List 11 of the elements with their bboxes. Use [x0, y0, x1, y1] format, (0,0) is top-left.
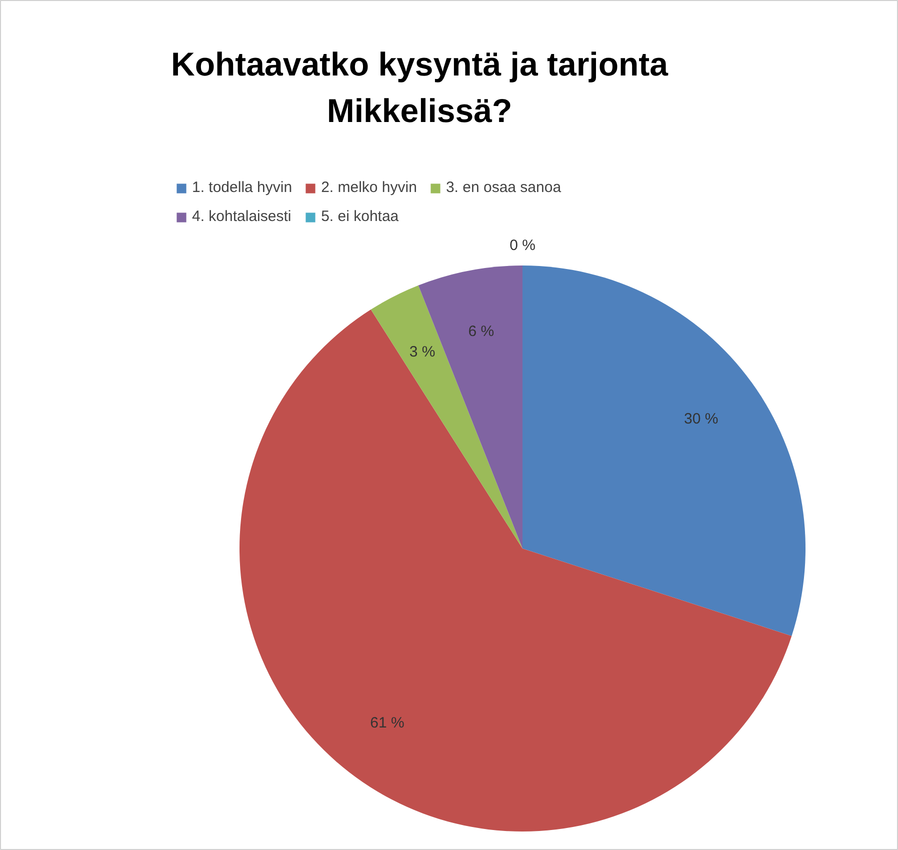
- data-label: 6 %: [468, 323, 494, 340]
- legend-label: 3. en osaa sanoa: [446, 179, 562, 196]
- legend-label: 1. todella hyvin: [192, 179, 292, 196]
- data-label: 3 %: [409, 343, 436, 360]
- data-label: 61 %: [370, 714, 404, 732]
- data-label: 30 %: [684, 410, 718, 428]
- legend-label: 5. ei kohtaa: [321, 208, 399, 225]
- text: 0 %: [510, 237, 536, 254]
- legend-label: 4. kohtalaisesti: [192, 208, 292, 225]
- chart-title: Kohtaavatko kysyntä ja tarjonta Mikkelissä?: [171, 46, 669, 129]
- legend-label: 2. melko hyvin: [321, 179, 417, 196]
